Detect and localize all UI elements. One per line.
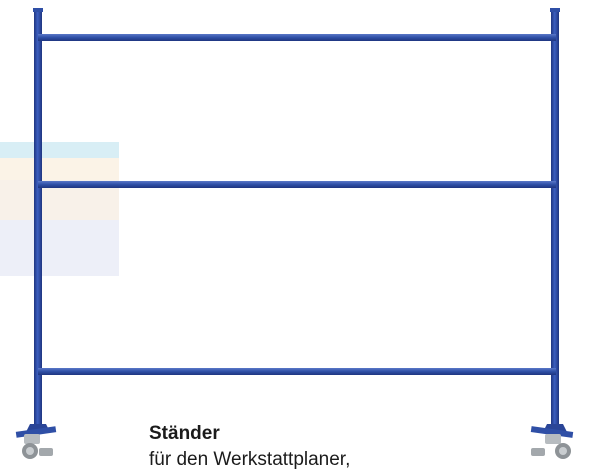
right-cap bbox=[550, 8, 560, 12]
caster-wheel-icon bbox=[22, 434, 53, 459]
crossbar-middle bbox=[38, 181, 556, 188]
background-tint-strip bbox=[0, 142, 119, 158]
background-tint-strip bbox=[0, 220, 119, 276]
crossbar-top bbox=[38, 34, 556, 41]
right-foot-base bbox=[530, 426, 574, 438]
left-upright bbox=[34, 10, 42, 425]
background-tint-strip bbox=[0, 158, 119, 180]
right-upright bbox=[551, 10, 559, 425]
product-title: Ständer bbox=[149, 423, 220, 444]
crossbar-bottom bbox=[38, 368, 556, 375]
caster-wheel-icon bbox=[531, 434, 571, 459]
product-caption: Ständer für den Werkstattplaner, bbox=[149, 423, 350, 471]
left-cap bbox=[33, 8, 43, 12]
product-subtitle: für den Werkstattplaner, bbox=[149, 449, 351, 470]
